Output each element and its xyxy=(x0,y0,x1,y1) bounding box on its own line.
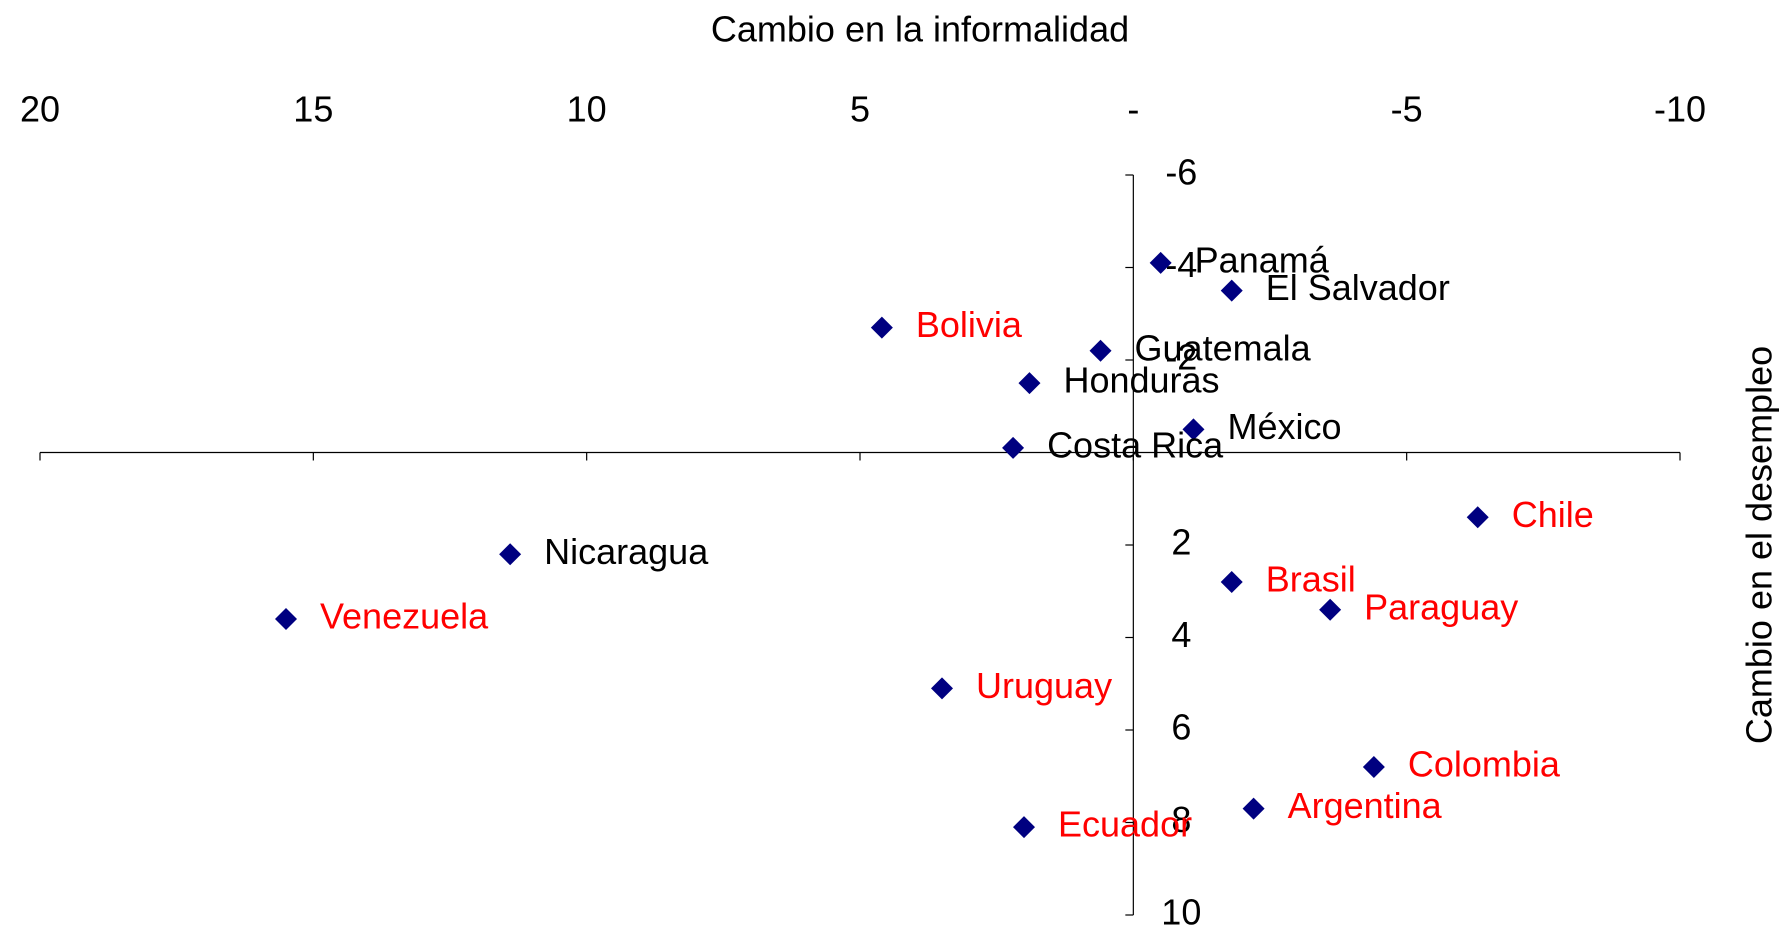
point-label: Panamá xyxy=(1195,239,1330,280)
point xyxy=(1013,816,1035,839)
point-label: Bolivia xyxy=(916,304,1023,345)
point-label: Costa Rica xyxy=(1047,424,1224,465)
point xyxy=(870,316,893,339)
point-label: Chile xyxy=(1512,494,1594,535)
x-tick-label: 5 xyxy=(850,89,870,130)
point-label: Colombia xyxy=(1408,744,1561,785)
y-tick-label: 10 xyxy=(1161,892,1201,933)
x-tick-label: 10 xyxy=(567,89,607,130)
point-label: Uruguay xyxy=(976,665,1112,706)
point xyxy=(1182,418,1205,441)
point-label: Paraguay xyxy=(1364,586,1518,627)
point-label: Ecuador xyxy=(1058,804,1192,845)
point xyxy=(1319,598,1342,621)
y-tick-label: 6 xyxy=(1171,707,1191,748)
point xyxy=(275,608,297,630)
x-tick-label: 15 xyxy=(293,89,333,130)
y-tick-label: -6 xyxy=(1165,152,1197,193)
point xyxy=(1149,251,1172,274)
x-tick-label: -10 xyxy=(1654,89,1706,130)
point-label: El Salvador xyxy=(1266,267,1450,308)
point-label: México xyxy=(1227,406,1341,447)
point-label: Guatemala xyxy=(1135,327,1312,368)
x-tick-label: -5 xyxy=(1391,89,1423,130)
point xyxy=(1089,339,1112,362)
y-axis-label: Cambio en el desempleo xyxy=(1739,346,1780,744)
point xyxy=(931,677,953,700)
point xyxy=(1220,571,1243,593)
y-tick-label: -2 xyxy=(1165,337,1197,378)
x-axis-label: Cambio en la informalidad xyxy=(711,9,1129,50)
point-label: Argentina xyxy=(1288,785,1443,826)
x-tick-label: - xyxy=(1127,89,1139,130)
point xyxy=(1220,279,1243,302)
point xyxy=(1466,506,1489,529)
y-tick-label: -4 xyxy=(1165,244,1197,285)
point-label: Nicaragua xyxy=(544,531,709,572)
point xyxy=(1002,436,1025,459)
point xyxy=(1362,756,1385,778)
point-label: Honduras xyxy=(1063,360,1219,401)
y-tick-label: 4 xyxy=(1171,614,1191,655)
point-label: Brasil xyxy=(1266,559,1356,600)
y-tick-label: 8 xyxy=(1171,799,1191,840)
y-tick-label: 2 xyxy=(1171,522,1191,563)
x-tick-label: 20 xyxy=(20,89,60,130)
point xyxy=(1242,797,1265,820)
point xyxy=(1018,372,1041,395)
point-label: Venezuela xyxy=(320,596,489,637)
point xyxy=(499,543,522,566)
